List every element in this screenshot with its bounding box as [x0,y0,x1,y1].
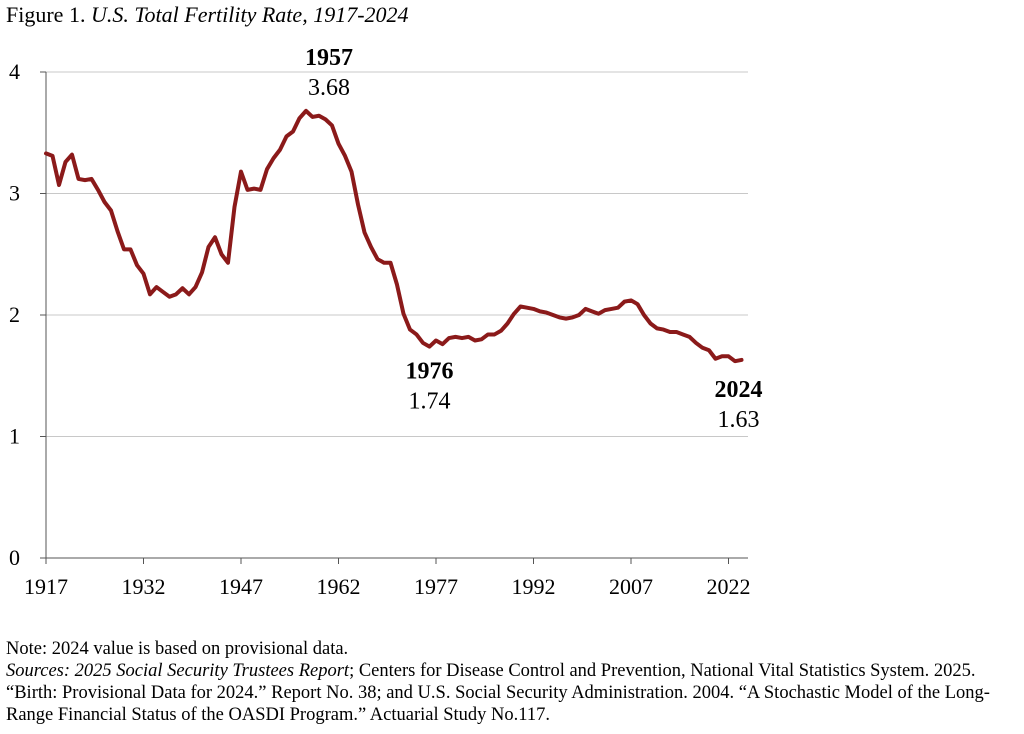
series-layer [44,108,744,364]
x-tick-label-1947: 1947 [219,574,263,599]
annotation-value-2024: 1.63 [718,407,760,433]
sources-label: Sources: 2025 Social Security Trustees R… [6,661,350,681]
y-tick-label-2: 2 [9,302,20,327]
gridlines [46,71,748,437]
y-tick-label-1: 1 [9,424,20,449]
x-tick-label-2022: 2022 [707,574,751,599]
y-tick-label-3: 3 [9,181,20,206]
sources-text: Sources: 2025 Social Security Trustees R… [6,660,1022,726]
x-tick-label-1962: 1962 [317,574,361,599]
sources-body: ; Centers for Disease Control and Preven… [6,661,990,725]
x-tick-label-1977: 1977 [414,574,458,599]
note-text: Note: 2024 value is based on provisional… [6,639,349,659]
x-tick-label-1917: 1917 [24,574,68,599]
x-tick-label-1932: 1932 [122,574,166,599]
x-tick-label-1992: 1992 [512,574,556,599]
fertility-rate-chart: 0 1 2 3 4 1917 1932 1947 1962 1977 1992 2007 2022 19… [9,45,763,599]
figure-label: Figure 1. [6,2,86,27]
y-tick-label-0: 0 [9,545,20,570]
annotation-value-1976: 1.74 [409,389,451,415]
series-line-0 [44,108,744,364]
y-tick-label-4: 4 [9,59,20,84]
figure-notes: Note: 2024 value is based on provisional… [6,638,1022,726]
figure-title: Figure 1. U.S. Total Fertility Rate, 191… [6,2,409,28]
annotation-year-1957: 1957 [305,45,353,71]
x-tick-label-2007: 2007 [609,574,653,599]
annotation-year-1976: 1976 [406,359,454,385]
figure-title-text: U.S. Total Fertility Rate, 1917-2024 [90,2,409,27]
annotation-year-2024: 2024 [715,377,763,403]
axes: 0 1 2 3 4 1917 1932 1947 1962 1977 1992 2007 2022 [9,59,751,599]
annotation-value-1957: 3.68 [308,75,350,101]
annotations: 1957 3.68 1976 1.74 2024 1.63 [305,45,763,433]
